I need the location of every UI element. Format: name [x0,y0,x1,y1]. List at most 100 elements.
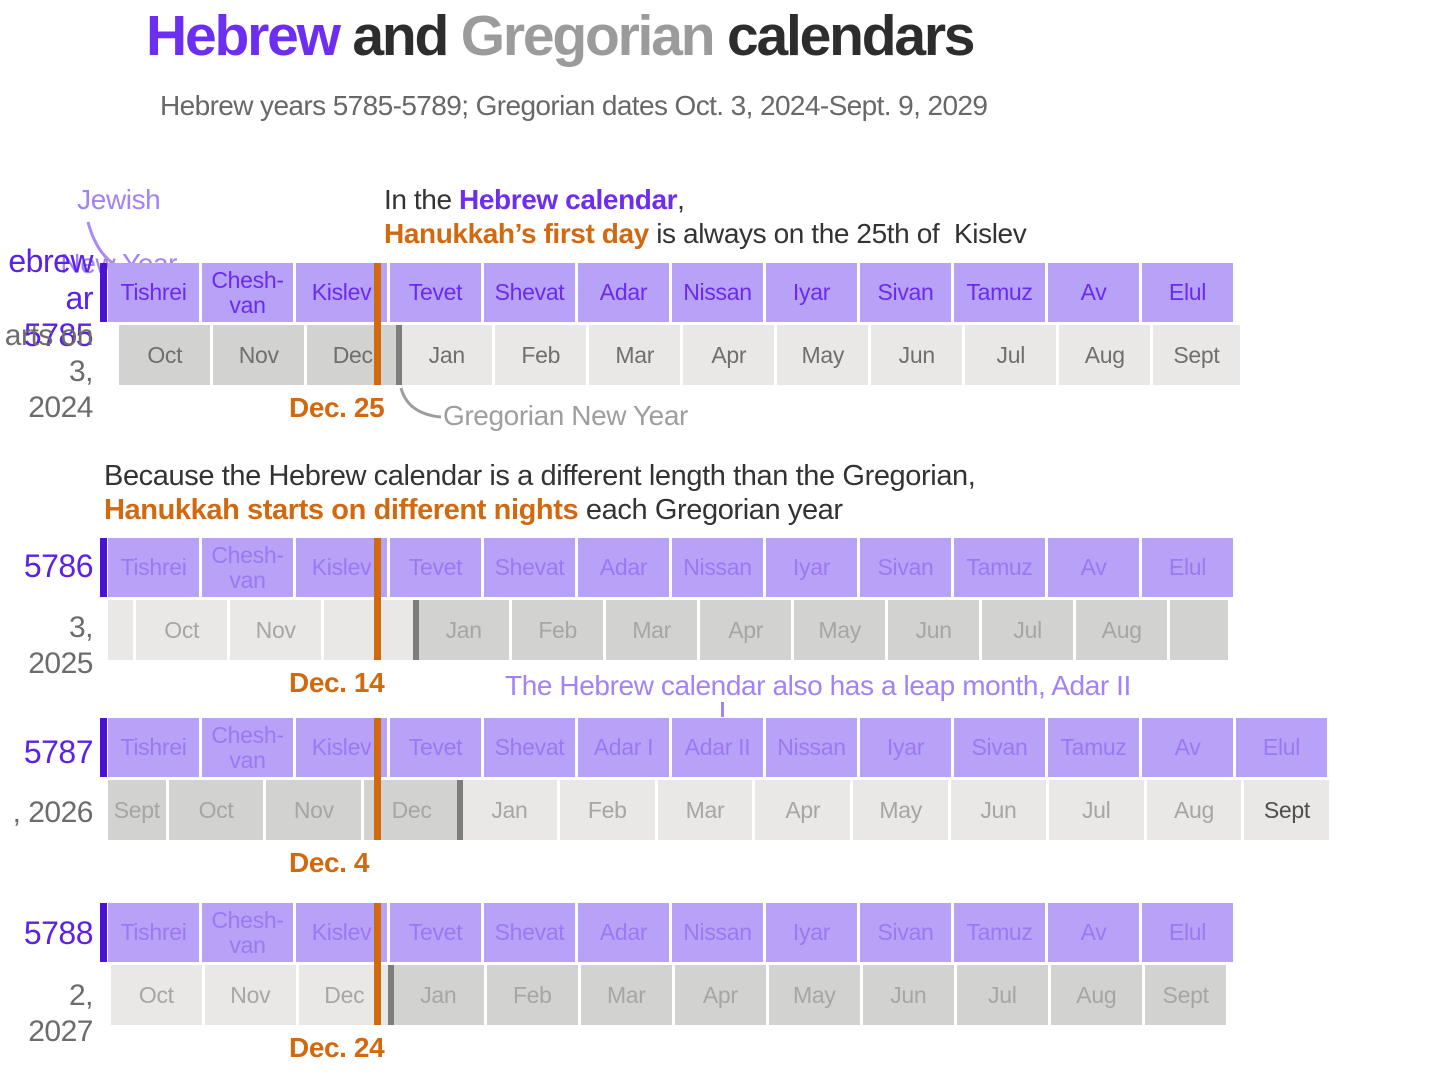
hebrew-month-cell: Shevat [484,263,575,322]
jewish-new-year-marker [100,718,107,777]
hebrew-month-cell: Chesh-van [202,903,293,962]
hebrew-month-cell: Tamuz [954,263,1045,322]
hebrew-month-cell: Chesh-van [202,538,293,597]
gregorian-month-cell: Jul [982,600,1074,660]
hebrew-month-cell: Av [1142,718,1233,777]
hanukkah-date-label: Dec. 24 [289,1032,385,1063]
gregorian-month-cell: Sept [1244,780,1330,840]
hebrew-month-cell: Kislev [296,718,387,777]
gregorian-month-cell: Mar [606,600,698,660]
start-date-label: arts on 3, 2024 [4,319,94,424]
gregorian-month-cell: Sept [108,780,166,840]
gregorian-month-cell: Oct [136,600,228,660]
hebrew-month-cell: Av [1048,263,1139,322]
different-nights-text: Because the Hebrew calendar is a differe… [104,459,976,527]
gregorian-month-cell: Nov [213,325,305,385]
start-date-label: 3, 2025 [28,611,93,680]
hebrew-month-cell: Adar [578,263,669,322]
hebrew-month-cell: Tevet [390,538,481,597]
gregorian-month-cell: Jun [871,325,963,385]
hebrew-month-cell: Av [1048,538,1139,597]
hanukkah-date-label: Dec. 14 [289,667,385,698]
hebrew-month-cell: Tishrei [108,263,199,322]
hebrew-month-cell: Elul [1142,263,1233,322]
gregorian-new-year-divider [413,600,420,660]
para1-hebrew-calendar: Hebrew calendar [459,184,678,215]
hebrew-month-cell: Tishrei [108,538,199,597]
para1-pre: In the [384,184,460,215]
hebrew-month-cell: Shevat [484,538,575,597]
title-calendars: calendars [713,4,976,68]
gregorian-new-year-divider [387,965,394,1025]
hanukkah-date-label: Dec. 25 [289,392,385,423]
hebrew-month-cell: Elul [1142,903,1233,962]
gregorian-month-cell: Feb [495,325,587,385]
gregorian-month-cell: Jun [951,780,1046,840]
jewish-new-year-marker [100,263,107,322]
jewish-new-year-marker [100,903,107,962]
hanukkah-line [374,718,381,840]
hebrew-year-label: ebrew ar 5785 [8,243,93,353]
hebrew-month-cell: Iyar [860,718,951,777]
hebrew-month-cell: Elul [1236,718,1327,777]
title-hebrew: Hebrew [146,4,341,68]
hebrew-month-cell: Shevat [484,903,575,962]
gregorian-month-cell: Jan [462,780,557,840]
hebrew-month-cell: Tishrei [108,718,199,777]
jewish-new-year-line1: Jewish [77,184,161,215]
gregorian-month-cell [324,600,416,660]
hanukkah-rule-text: In the Hebrew calendar, Hanukkah’s first … [384,183,1027,251]
para1-comma: , [677,184,685,215]
hebrew-month-cell: Tishrei [108,903,199,962]
gregorian-new-year-connector [399,387,442,419]
gregorian-month-cell: Mar [580,965,672,1025]
start-date-label: 2, 2027 [28,979,93,1048]
hebrew-month-cell: Nissan [672,263,763,322]
hebrew-month-cell: Nissan [672,538,763,597]
gregorian-month-cell: Feb [486,965,578,1025]
gregorian-month-cell: Jul [1048,780,1144,840]
gregorian-month-cell: Jan [401,325,493,385]
gregorian-month-cell: Mar [657,780,753,840]
page-title: Hebrew and Gregorian calendars [146,3,976,69]
hebrew-month-cell: Sivan [860,903,951,962]
leap-month-tick [721,702,724,717]
hebrew-month-cell: Nissan [766,718,857,777]
gregorian-month-cell [108,600,134,660]
hebrew-month-cell: Sivan [954,718,1045,777]
gregorian-month-cell: Nov [266,780,362,840]
gregorian-month-cell: Aug [1076,600,1168,660]
hebrew-month-cell: Tevet [390,263,481,322]
gregorian-month-cell: Jan [392,965,484,1025]
hebrew-month-cell: Kislev [296,263,387,322]
gregorian-month-cell: Jun [888,600,980,660]
gregorian-month-cell: May [777,325,869,385]
hebrew-month-cell: Tevet [390,718,481,777]
gregorian-month-cell [1170,600,1229,660]
gregorian-month-cell: Feb [512,600,604,660]
gregorian-new-year-label: Gregorian New Year [443,400,688,431]
para1-rest: is always on the 25th of Kislev [648,218,1027,249]
gregorian-month-cell: Aug [1146,780,1242,840]
hebrew-month-cell: Nissan [672,903,763,962]
hebrew-month-cell: Sivan [860,263,951,322]
subtitle: Hebrew years 5785-5789; Gregorian dates … [160,90,988,121]
hebrew-month-cell: Tamuz [954,538,1045,597]
start-date-label: , 2026 [12,796,94,829]
hebrew-month-cell: Chesh-van [202,718,293,777]
gregorian-new-year-divider [396,325,403,385]
hebrew-month-cell: Adar I [578,718,669,777]
hebrew-month-cell: Av [1048,903,1139,962]
hebrew-month-cell: Elul [1142,538,1233,597]
hanukkah-line [374,903,381,1025]
hebrew-year-label: 5788 [23,915,94,951]
hebrew-month-cell: Tamuz [1048,718,1139,777]
hanukkah-date-label: Dec. 4 [289,847,370,878]
para2-line1: Because the Hebrew calendar is a differe… [104,460,976,492]
gregorian-month-cell: May [853,780,949,840]
gregorian-month-cell: Apr [700,600,792,660]
hanukkah-line [374,538,381,660]
title-gregorian: Gregorian [460,4,716,68]
hebrew-month-cell: Adar [578,538,669,597]
gregorian-month-cell: Nov [204,965,296,1025]
